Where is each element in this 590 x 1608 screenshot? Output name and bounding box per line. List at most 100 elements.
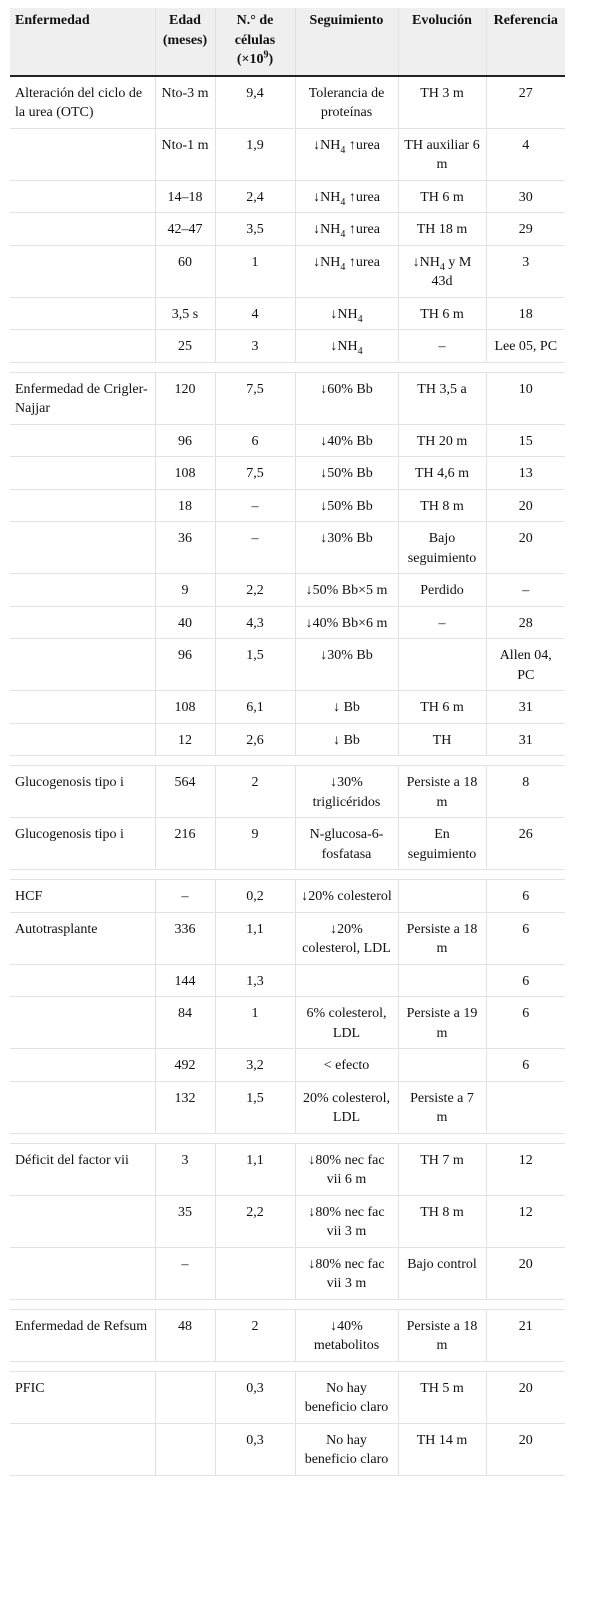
table-cell: 12 bbox=[486, 1143, 565, 1196]
table-cell: ↓40% metabolitos bbox=[295, 1309, 399, 1362]
table-cell: TH 8 m bbox=[398, 1195, 487, 1248]
table-row: Enfermedad de Refsum 48 2 ↓40% metabolitos P… bbox=[10, 1309, 565, 1362]
table-cell: ↓80% nec fac vii 6 m bbox=[295, 1143, 399, 1196]
table-cell: 3 bbox=[155, 1143, 216, 1196]
column-header: Edad (meses) bbox=[155, 8, 216, 77]
table-cell bbox=[10, 489, 156, 522]
table-cell: 120 bbox=[155, 372, 216, 425]
table-cell: 13 bbox=[486, 456, 565, 490]
table-row: Alteración del ciclo de la urea (OTC) Nto… bbox=[10, 75, 565, 129]
table-cell: 20 bbox=[486, 521, 565, 574]
group-separator bbox=[10, 869, 565, 880]
table-cell: 35 bbox=[155, 1195, 216, 1248]
table-cell: 96 bbox=[155, 424, 216, 457]
separator-cell bbox=[10, 755, 565, 766]
table-cell: Allen 04, PC bbox=[486, 638, 565, 691]
text-part: ↑urea bbox=[345, 137, 380, 153]
table-row: 12 2,6 ↓ Bb TH 31 bbox=[10, 723, 565, 756]
table-cell bbox=[398, 879, 487, 913]
table-cell: 14–18 bbox=[155, 180, 216, 213]
table-cell: TH 5 m bbox=[398, 1371, 487, 1424]
table-cell: ↓NH4 bbox=[295, 329, 399, 363]
table-cell: 20 bbox=[486, 1371, 565, 1424]
table-cell: Persiste a 19 m bbox=[398, 996, 487, 1049]
table-row: PFIC 0,3 No hay beneficio claro TH 5 m 20 bbox=[10, 1371, 565, 1424]
table-cell: ↓NH4 ↑urea bbox=[295, 212, 399, 246]
table-cell: En seguimiento bbox=[398, 817, 487, 870]
table-row: 40 4,3 ↓40% Bb×6 m –28 bbox=[10, 606, 565, 639]
table-cell: 3,5 s bbox=[155, 297, 216, 330]
table-cell bbox=[10, 180, 156, 213]
table-cell: ↓40% Bb bbox=[295, 424, 399, 457]
table-row: Glucogenosis tipo i 216 9 N-glucosa-6-fosfa… bbox=[10, 817, 565, 870]
table-cell: 10 bbox=[486, 372, 565, 425]
table-cell: TH auxiliar 6 m bbox=[398, 128, 487, 181]
table-cell: 2 bbox=[215, 1309, 296, 1362]
separator-cell bbox=[10, 1299, 565, 1310]
table-cell: TH 20 m bbox=[398, 424, 487, 457]
table-cell: 29 bbox=[486, 212, 565, 246]
table-cell: ↓50% Bb×5 m bbox=[295, 573, 399, 607]
table-cell: TH 6 m bbox=[398, 180, 487, 213]
table-cell bbox=[10, 297, 156, 330]
table-cell: 6 bbox=[486, 964, 565, 997]
table-cell: TH bbox=[398, 723, 487, 756]
table-cell bbox=[10, 964, 156, 997]
table-cell: 20 bbox=[486, 1247, 565, 1300]
table-cell: ↓20% colesterol bbox=[295, 879, 399, 913]
table-row: 35 2,2 ↓80% nec fac vii 3 m TH 8 m 12 bbox=[10, 1195, 565, 1248]
table-cell: Persiste a 18 m bbox=[398, 765, 487, 818]
table-cell: ↓50% Bb bbox=[295, 456, 399, 490]
table-cell: 3 bbox=[215, 329, 296, 363]
table-cell: 27 bbox=[486, 75, 565, 129]
column-header: Seguimiento bbox=[295, 8, 399, 77]
table-cell: Persiste a 7 m bbox=[398, 1081, 487, 1134]
text-part: N.° de células (×10 bbox=[234, 13, 276, 67]
table-cell bbox=[10, 128, 156, 181]
subscript: 4 bbox=[357, 313, 363, 325]
table-cell: ↓30% triglicéridos bbox=[295, 765, 399, 818]
table-cell bbox=[10, 424, 156, 457]
table-cell: TH 18 m bbox=[398, 212, 487, 246]
table-cell: 144 bbox=[155, 964, 216, 997]
table-row: 25 3 ↓NH4– Lee 05, PC bbox=[10, 329, 565, 363]
text-part: ↓NH bbox=[412, 254, 440, 270]
column-header: Enfermedad bbox=[10, 8, 156, 77]
table-row: Glucogenosis tipo i 564 2 ↓30% triglicérido… bbox=[10, 765, 565, 818]
table-cell: Alteración del ciclo de la urea (OTC) bbox=[10, 75, 156, 129]
table-cell: 21 bbox=[486, 1309, 565, 1362]
text-part: ↑urea bbox=[345, 189, 380, 205]
table-cell: 28 bbox=[486, 606, 565, 639]
table-cell: 6 bbox=[215, 424, 296, 457]
text-part: ) bbox=[268, 52, 274, 67]
table-cell bbox=[10, 456, 156, 490]
subscript: 4 bbox=[340, 228, 346, 240]
header-row: Enfermedad Edad (meses) N.° de células (×1… bbox=[10, 8, 565, 77]
table-cell: 18 bbox=[155, 489, 216, 522]
table-cell: ↓60% Bb bbox=[295, 372, 399, 425]
table-cell: Tolerancia de proteínas bbox=[295, 75, 399, 129]
text-part: ↓NH bbox=[313, 222, 341, 237]
table-cell: HCF bbox=[10, 879, 156, 913]
table-cell: 15 bbox=[486, 424, 565, 457]
table-cell: 1 bbox=[215, 996, 296, 1049]
table-cell: 0,3 bbox=[215, 1371, 296, 1424]
table-cell: 20 bbox=[486, 489, 565, 522]
table-cell: ↓30% Bb bbox=[295, 521, 399, 574]
table-cell: – bbox=[155, 879, 216, 913]
table-cell: 2,6 bbox=[215, 723, 296, 756]
table-cell: 12 bbox=[486, 1195, 565, 1248]
table-cell: 60 bbox=[155, 245, 216, 298]
table-cell: 7,5 bbox=[215, 456, 296, 490]
table-cell: 36 bbox=[155, 521, 216, 574]
table-cell: 216 bbox=[155, 817, 216, 870]
table-cell: 1,1 bbox=[215, 1143, 296, 1196]
table-cell: ↓NH4 ↑urea bbox=[295, 245, 399, 298]
group-separator bbox=[10, 755, 565, 766]
column-header: Referencia bbox=[486, 8, 565, 77]
table-cell bbox=[10, 690, 156, 724]
table-cell: 108 bbox=[155, 456, 216, 490]
table-cell: ↓80% nec fac vii 3 m bbox=[295, 1247, 399, 1300]
group-separator bbox=[10, 1299, 565, 1310]
